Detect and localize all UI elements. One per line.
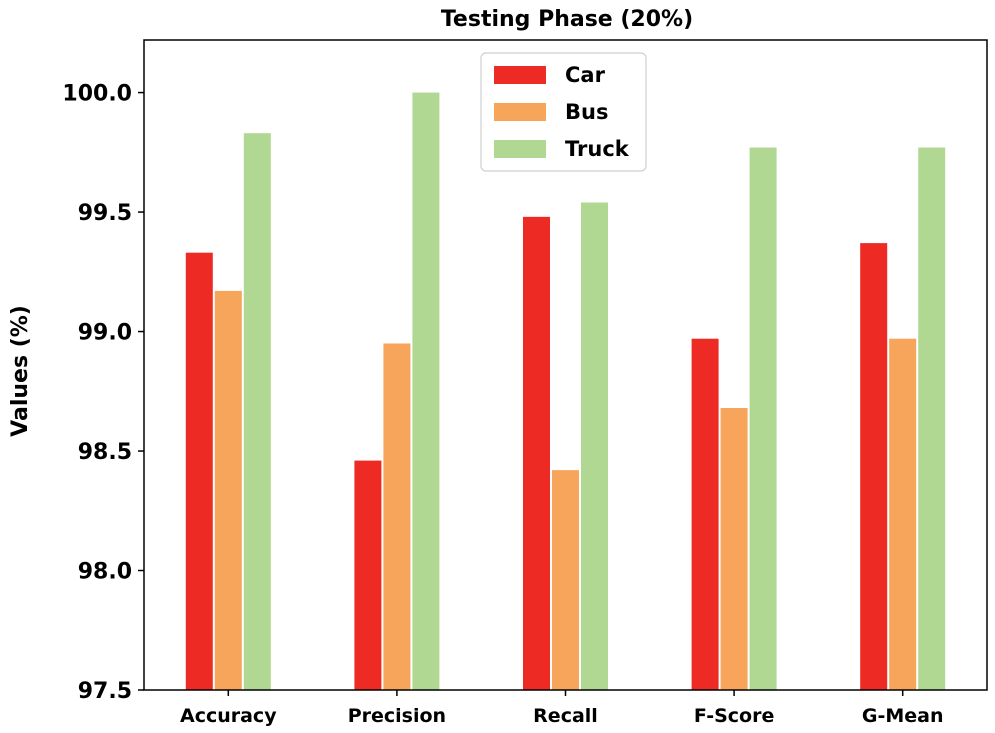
y-tick-label: 98.0	[78, 560, 132, 585]
plot-area: Accuracy Precision Recall F-Score G-Mean 97.5…	[62, 39, 988, 727]
y-axis-label: Values (%)	[8, 305, 33, 437]
bar-car-f-score	[691, 338, 719, 690]
bar-car-recall	[523, 216, 550, 690]
y-tick-label: 100.0	[62, 82, 132, 107]
bar-bus-g-mean	[889, 338, 917, 690]
legend-label-bus: Bus	[565, 100, 608, 124]
legend: Car Bus Truck	[480, 52, 647, 172]
bar-car-g-mean	[860, 243, 888, 690]
bar-car-precision	[354, 460, 382, 690]
bar-truck-precision	[412, 92, 440, 690]
legend-label-car: Car	[565, 63, 606, 87]
legend-swatch-truck	[494, 140, 546, 158]
bar-car-accuracy	[185, 252, 213, 690]
bar-bus-recall	[552, 470, 579, 690]
chart-title: Testing Phase (20%)	[441, 7, 693, 32]
bar-truck-recall	[581, 202, 608, 690]
legend-label-truck: Truck	[565, 137, 630, 161]
bar-bus-f-score	[720, 408, 748, 690]
bar-truck-accuracy	[243, 133, 271, 690]
y-tick-label: 98.5	[78, 440, 132, 465]
x-tick-label: F-Score	[694, 705, 775, 727]
bar-truck-f-score	[749, 147, 777, 691]
y-tick-label: 99.0	[78, 321, 132, 346]
x-tick-label: Accuracy	[180, 705, 277, 727]
y-tick-label: 97.5	[78, 679, 132, 704]
legend-swatch-car	[494, 66, 546, 84]
y-tick-label: 99.5	[78, 201, 132, 226]
bar-truck-g-mean	[918, 147, 946, 691]
bar-bus-accuracy	[214, 290, 242, 690]
plot-frame	[143, 39, 988, 691]
legend-swatch-bus	[494, 103, 546, 121]
x-tick-label: G-Mean	[862, 705, 944, 727]
x-tick-label: Precision	[348, 705, 446, 727]
bar-bus-precision	[383, 343, 411, 690]
x-tick-label: Recall	[533, 705, 598, 727]
